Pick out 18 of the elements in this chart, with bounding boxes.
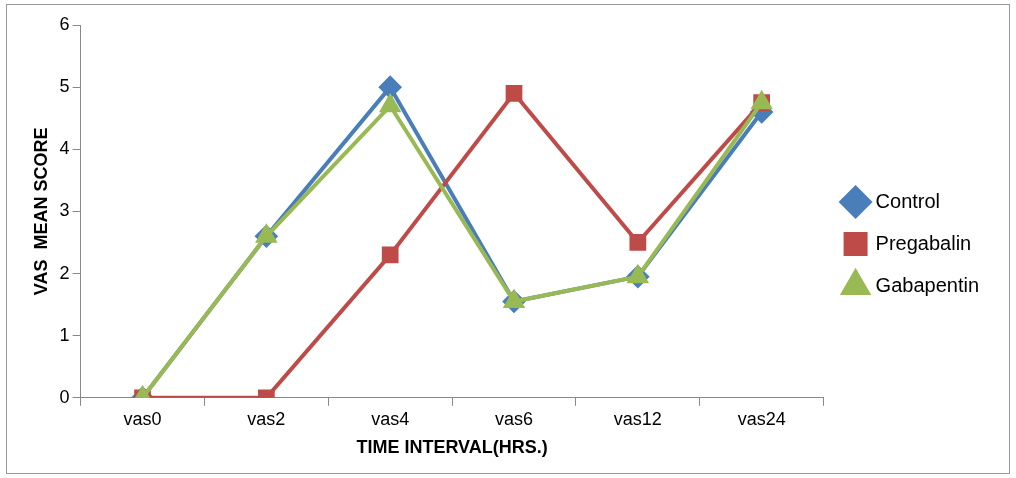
y-tick-label: 2 bbox=[59, 262, 70, 283]
legend-label: Control bbox=[875, 189, 941, 212]
x-tick-label: vas0 bbox=[123, 408, 162, 429]
y-axis-title: VAS MEAN SCORE bbox=[30, 127, 51, 296]
x-tick-label: vas12 bbox=[613, 408, 662, 429]
x-tick-label: vas2 bbox=[247, 408, 286, 429]
x-tick-label: vas24 bbox=[737, 408, 786, 429]
y-tick-label: 6 bbox=[59, 13, 70, 34]
x-tick-label: vas4 bbox=[371, 408, 410, 429]
y-tick-label: 5 bbox=[59, 76, 70, 97]
legend-label: Gabapentin bbox=[875, 273, 979, 296]
y-tick-label: 3 bbox=[59, 200, 70, 221]
y-tick-label: 4 bbox=[59, 138, 70, 159]
legend-label: Pregabalin bbox=[875, 231, 972, 254]
x-tick-label: vas6 bbox=[495, 408, 534, 429]
x-axis-title: TIME INTERVAL(HRS.) bbox=[356, 437, 548, 458]
y-tick-label: 0 bbox=[59, 386, 70, 407]
y-tick-label: 1 bbox=[59, 324, 70, 345]
